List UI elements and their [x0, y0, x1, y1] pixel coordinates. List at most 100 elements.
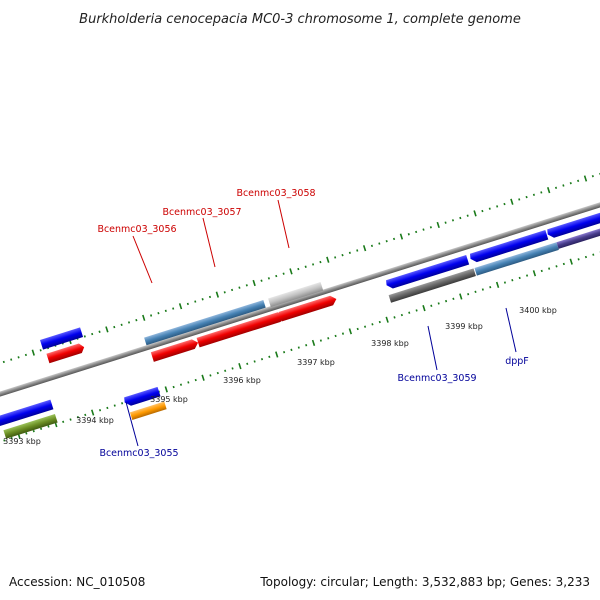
tick-label-3397: 3397 kbp: [297, 358, 335, 367]
inner-tick-mark: [216, 371, 219, 375]
inner-tick-mark: [25, 432, 28, 435]
gene-label-bcenmc03-3056[interactable]: Bcenmc03_3056: [97, 224, 176, 235]
inner-tick-mark: [467, 292, 470, 296]
gene-feature-red[interactable]: [46, 342, 85, 364]
outer-tick-mark: [231, 288, 234, 292]
map-title: Burkholderia cenocepacia MC0-3 chromosom…: [79, 12, 521, 27]
outer-tick-mark: [157, 311, 160, 315]
inner-tick-mark: [562, 262, 565, 266]
outer-tick-mark: [127, 321, 131, 324]
outer-tick-mark: [297, 267, 300, 271]
inner-tick-mark: [224, 369, 227, 372]
inner-tick-mark: [179, 383, 183, 386]
tick-labels: 3393 kbp 3394 kbp 3395 kbp 3396 kbp 3397…: [3, 306, 557, 446]
gene-dppf-cds[interactable]: [469, 229, 549, 264]
inner-tick-mark: [297, 346, 300, 349]
outer-tick-mark: [31, 349, 35, 356]
gene-label-bcenmc03-3057[interactable]: Bcenmc03_3057: [162, 207, 241, 218]
gene-dppf[interactable]: [474, 242, 559, 276]
outer-tick-mark: [201, 298, 204, 301]
inner-tick-mark: [356, 327, 359, 331]
outer-tick-mark: [429, 226, 432, 229]
gene-label-bcenmc03-3059[interactable]: Bcenmc03_3059: [397, 373, 476, 384]
outer-tick-mark: [24, 353, 27, 357]
gene-bcenmc03-3056-product[interactable]: [144, 300, 266, 346]
outer-tick-mark: [267, 277, 270, 280]
outer-tick-mark: [275, 274, 278, 278]
inner-tick-mark: [459, 293, 463, 300]
gene-label-bcenmc03-3055[interactable]: Bcenmc03_3055: [99, 448, 178, 459]
gene-feature-blue[interactable]: [40, 327, 84, 350]
inner-tick-mark: [511, 279, 514, 282]
inner-tick-mark: [319, 339, 322, 342]
outer-tick-mark: [304, 265, 307, 268]
inner-tick-mark: [400, 313, 403, 317]
inner-tick-mark: [194, 378, 197, 382]
gene-bcenmc03-3058[interactable]: [278, 294, 338, 322]
gene-label-dppf[interactable]: dppF: [505, 356, 529, 367]
inner-tick-mark: [283, 351, 286, 354]
inner-tick-mark: [474, 290, 477, 294]
inner-tick-mark: [268, 355, 271, 359]
gene-feature-blue-left[interactable]: [0, 399, 54, 427]
gene-bcenmc03-3059-cds[interactable]: [385, 254, 470, 290]
outer-tick-mark: [142, 314, 146, 321]
inner-tick-mark: [238, 363, 242, 370]
tick-label-3398: 3398 kbp: [371, 339, 409, 348]
outer-tick-mark: [532, 193, 536, 196]
gene-feature-blue-right[interactable]: [546, 204, 600, 239]
inner-tick-mark: [76, 416, 79, 419]
outer-tick-mark: [399, 233, 404, 240]
outer-tick-mark: [436, 221, 440, 229]
inner-tick-mark: [40, 427, 43, 431]
outer-tick-mark: [312, 263, 315, 266]
inner-tick-mark: [489, 286, 492, 289]
outer-tick-mark: [105, 326, 109, 333]
outer-tick-mark: [238, 286, 241, 289]
outer-tick-mark: [164, 309, 167, 313]
inner-tick-mark: [341, 332, 345, 335]
outer-tick-mark: [319, 260, 322, 264]
inner-tick-mark: [371, 323, 374, 326]
gene-label-bcenmc03-3058[interactable]: Bcenmc03_3058: [236, 188, 315, 199]
chromosome-backbone: [0, 194, 600, 405]
outer-tick-mark: [178, 303, 183, 310]
inner-tick-mark: [113, 404, 116, 407]
outer-tick-mark: [17, 356, 20, 359]
gene-bcenmc03-3058-product[interactable]: [268, 281, 324, 308]
inner-tick-mark: [569, 258, 573, 265]
outer-tick-mark: [223, 291, 226, 294]
outer-tick-mark: [245, 284, 248, 287]
outer-tick-mark: [385, 240, 388, 243]
outer-tick-mark: [194, 300, 197, 303]
gene-bcenmc03-3056[interactable]: [150, 338, 200, 362]
gene-feature-purple[interactable]: [556, 218, 600, 249]
outer-tick-mark: [525, 195, 528, 199]
inner-tick-mark: [84, 413, 87, 417]
inner-tick-mark: [187, 381, 190, 384]
inner-tick-mark: [32, 429, 35, 433]
outer-tick-mark: [260, 279, 263, 282]
outer-tick-mark: [496, 205, 499, 208]
outer-tick-mark: [215, 291, 220, 298]
outer-tick-mark: [562, 184, 565, 187]
inner-tick-mark: [437, 302, 440, 305]
tick-label-3400: 3400 kbp: [519, 306, 557, 315]
inner-tick-mark: [172, 385, 175, 389]
inner-tick-mark: [290, 348, 293, 352]
outer-tick-mark: [444, 221, 447, 224]
gene-bcenmc03-3055[interactable]: [129, 401, 167, 420]
inner-tick-mark: [430, 304, 433, 307]
gene-bcenmc03-3057[interactable]: [196, 311, 286, 348]
inner-tick-mark: [311, 339, 316, 347]
gene-bcenmc03-3055-cds[interactable]: [123, 386, 161, 407]
outer-tick-mark: [422, 228, 425, 231]
outer-tick-mark: [473, 210, 477, 217]
inner-tick-mark: [3, 439, 6, 442]
gene-bcenmc03-3059[interactable]: [388, 268, 476, 303]
outer-tick-mark: [370, 244, 374, 248]
outer-tick-mark: [488, 207, 491, 210]
outer-tick-mark: [39, 349, 42, 352]
gene-feature-olive[interactable]: [3, 413, 58, 439]
